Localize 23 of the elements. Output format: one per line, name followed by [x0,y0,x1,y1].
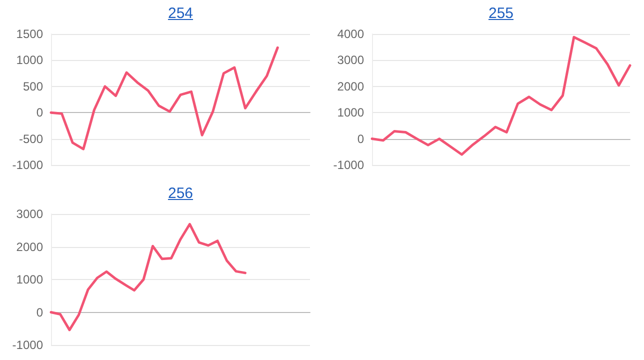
y-tick-label: 2000 [337,79,364,94]
y-tick-label: 2000 [16,240,44,254]
y-tick-label: 1000 [16,53,44,68]
y-tick-label: 500 [22,79,44,94]
chart-title: 255 [487,5,515,22]
y-tick-label: -500 [18,132,44,146]
y-tick-label: 1000 [16,272,44,286]
y-tick-label: 0 [36,305,44,320]
y-tick-label: 3000 [337,53,364,68]
chart-title: 256 [166,185,194,202]
line-series [370,36,632,156]
y-tick-label: -1000 [12,338,44,352]
y-tick-label: 0 [357,132,364,146]
y-tick-label: -1000 [12,158,44,172]
chart-title: 254 [166,5,194,22]
y-tick-label: 4000 [337,27,364,41]
y-tick-label: 3000 [16,207,44,221]
line-series [50,46,279,150]
y-tick-label: 1500 [16,27,44,41]
y-tick-label: -1000 [333,158,364,172]
y-tick-label: 0 [36,106,44,120]
y-tick-label: 1000 [337,106,364,120]
line-series [50,222,246,332]
